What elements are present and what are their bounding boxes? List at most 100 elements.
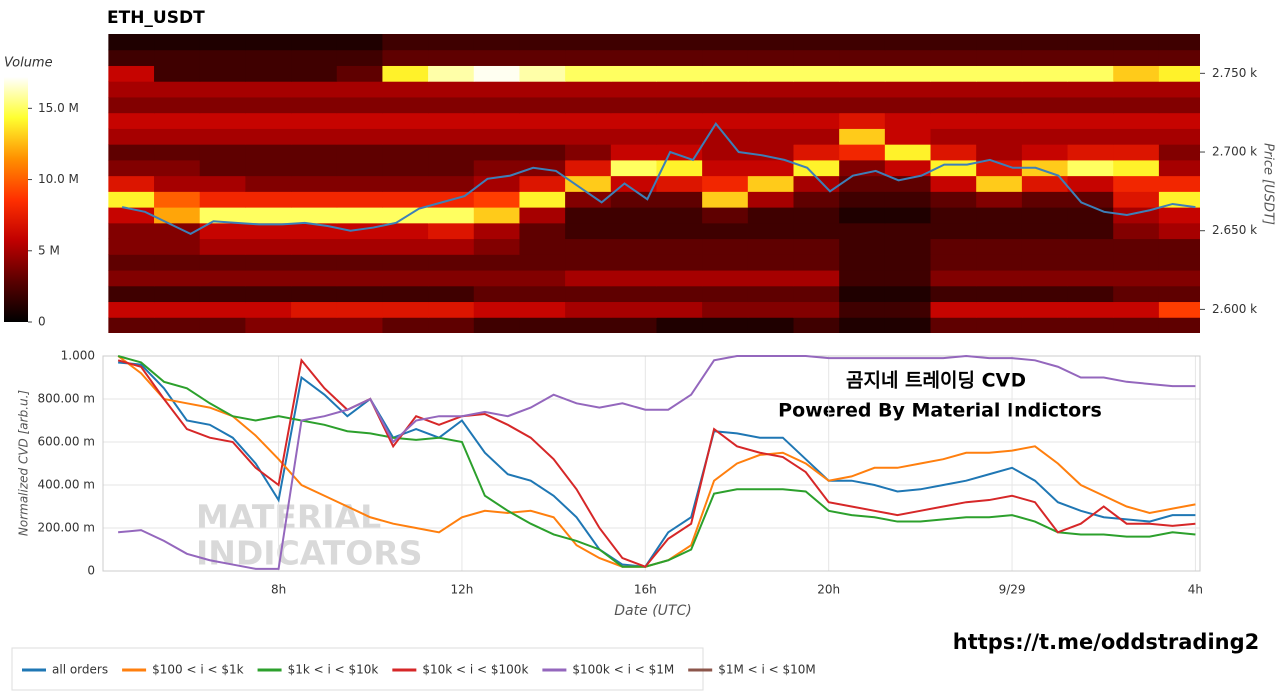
heat-cell [610, 49, 657, 66]
heat-cell [610, 81, 657, 98]
heat-cell [1158, 317, 1200, 333]
heat-cell [976, 270, 1023, 287]
heat-cell [976, 207, 1023, 224]
heat-cell [519, 81, 566, 98]
heat-cell [793, 81, 840, 98]
y-axis-title: Normalized CVD [arb.u.] [17, 390, 31, 537]
heat-cell [565, 65, 612, 82]
heat-cell [291, 175, 338, 192]
legend-label: all orders [52, 663, 108, 677]
heat-cell [976, 112, 1023, 129]
heat-cell [565, 254, 612, 271]
heat-cell [610, 65, 657, 82]
heat-cell [1021, 222, 1069, 240]
heat-cell [702, 96, 749, 114]
heat-cell [291, 301, 338, 318]
heat-cell [428, 222, 475, 240]
heat-cell [1158, 222, 1200, 240]
heat-cell [884, 49, 932, 66]
heat-cell [702, 175, 749, 192]
heat-cell [1158, 175, 1200, 192]
heat-cell [382, 96, 429, 114]
heat-cell [108, 144, 155, 161]
heat-cell [154, 285, 201, 303]
heat-cell [793, 254, 840, 271]
y-tick-label: 2.650 k [1212, 223, 1257, 237]
heat-cell [656, 96, 703, 114]
heat-cell [336, 317, 383, 333]
heat-cell [565, 270, 612, 287]
heat-cell [154, 191, 201, 208]
heat-cell [565, 317, 612, 333]
heat-cell [747, 144, 794, 161]
heat-cell [610, 175, 657, 192]
heat-cell [702, 207, 749, 224]
heat-cell [382, 128, 429, 145]
link[interactable]: https://t.me/oddstrading2 [953, 630, 1260, 654]
heat-cell [154, 222, 201, 240]
heat-cell [245, 301, 292, 318]
heat-cell [1113, 175, 1160, 192]
heat-cell [1021, 207, 1069, 224]
heat-cell [1021, 238, 1069, 255]
heat-cell [245, 207, 292, 224]
heat-cell [519, 222, 566, 240]
watermark: INDICATORS [196, 534, 423, 573]
heat-cell [1113, 270, 1160, 287]
heat-cell [199, 317, 246, 333]
heat-cell [245, 96, 292, 114]
heat-cell [839, 238, 886, 255]
heat-cell [154, 96, 201, 114]
heat-cell [565, 128, 612, 145]
y-axis-title: Price [USDT] [1261, 143, 1276, 225]
heat-cell [245, 175, 292, 192]
heat-cell [1158, 49, 1200, 66]
heat-cell [428, 254, 475, 271]
colorbar [4, 77, 28, 322]
heat-cell [108, 81, 155, 98]
heat-cell [610, 191, 657, 208]
heat-cell [199, 96, 246, 114]
heat-cell [519, 285, 566, 303]
heat-cell [291, 159, 338, 177]
heat-cell [245, 49, 292, 66]
heat-cell [793, 238, 840, 255]
heat-cell [291, 317, 338, 333]
heat-cell [108, 159, 155, 177]
heat-cell [565, 81, 612, 98]
heat-cell [428, 96, 475, 114]
heat-cell [108, 175, 155, 192]
heat-cell [702, 191, 749, 208]
heatmap [108, 34, 1200, 333]
heat-cell [336, 34, 383, 51]
heat-cell [747, 159, 794, 177]
y-tick-label: 200.00 m [38, 521, 96, 535]
heat-cell [656, 128, 703, 145]
heat-cell [245, 285, 292, 303]
heat-cell [702, 81, 749, 98]
heat-cell [336, 144, 383, 161]
legend-label: $1M < i < $10M [718, 663, 816, 677]
heat-cell [747, 112, 794, 129]
heat-cell [519, 144, 566, 161]
heat-cell [793, 222, 840, 240]
heat-cell [610, 144, 657, 161]
heat-cell [519, 238, 566, 255]
heat-cell [793, 96, 840, 114]
heat-cell [199, 112, 246, 129]
heat-cell [108, 191, 155, 208]
heat-cell [428, 270, 475, 287]
heat-cell [610, 238, 657, 255]
heat-cell [1158, 270, 1200, 287]
heat-cell [747, 238, 794, 255]
heat-cell [565, 159, 612, 177]
heat-cell [428, 175, 475, 192]
heat-cell [839, 34, 886, 51]
heat-cell [291, 34, 338, 51]
heat-cell [1067, 254, 1114, 271]
heat-cell [108, 270, 155, 287]
heat-cell [839, 285, 886, 303]
heat-cell [793, 65, 840, 82]
heat-cell [291, 49, 338, 66]
heat-cell [291, 96, 338, 114]
